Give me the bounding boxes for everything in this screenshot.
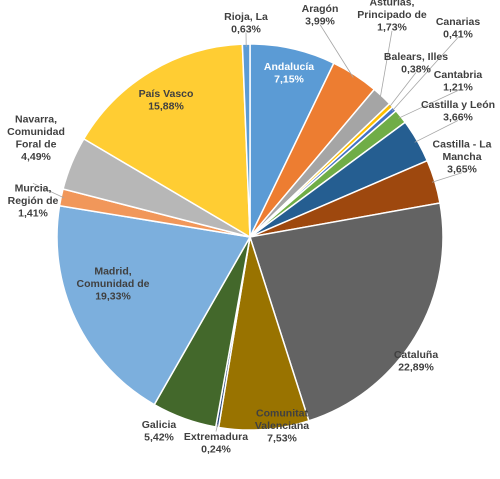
leader-canarias: [391, 37, 459, 112]
label-murcia: Murcia, Región de 1,41%: [8, 183, 59, 220]
label-madrid: Madrid, Comunidad de 19,33%: [77, 266, 150, 303]
leader-extremadura: [215, 424, 219, 432]
leader-murcia: [32, 182, 65, 199]
leader-cantabria: [398, 90, 459, 119]
label-extremadura: Extremadura 0,24%: [184, 431, 248, 456]
leader-castilla-y-leon: [414, 120, 459, 143]
pie-slices: [56, 43, 444, 431]
slice-madrid: [56, 204, 252, 406]
label-cataluna: Cataluña 22,89%: [394, 349, 439, 374]
leader-castilla-la: [431, 172, 463, 183]
label-canarias: Canarias 0,41%: [436, 16, 481, 41]
label-asturias: Asturias, Principado de 1,73%: [357, 0, 427, 34]
label-navarra: Navarra, Comunidad Foral de 4,49%: [7, 113, 65, 163]
label-comunitat: Comunitat Valenciana 7,53%: [255, 408, 309, 445]
slice-labels: Andalucía 7,15% Aragón 3,99% Asturias, Princi…: [7, 0, 495, 455]
label-galicia: Galicia 5,42%: [142, 419, 177, 444]
leader-lines: [32, 24, 463, 432]
label-pais-vasco: País Vasco 15,88%: [139, 88, 194, 113]
leader-asturias: [379, 30, 393, 99]
label-andalucia: Andalucía 7,15%: [264, 61, 314, 86]
label-aragon: Aragón 3,99%: [302, 3, 339, 28]
leader-aragon: [319, 24, 354, 78]
label-balears-illes: Balears, Illes 0,38%: [384, 51, 448, 76]
leader-balears-illes: [388, 72, 417, 108]
slice-pais-vasco: [82, 43, 251, 239]
label-cantabria: Cantabria 1,21%: [434, 69, 483, 94]
label-castilla-y-leon: Castilla y León 3,66%: [421, 99, 495, 124]
label-castilla-la: Castilla - La Mancha 3,65%: [433, 139, 492, 176]
label-rioja-la: Rioja, La 0,63%: [224, 11, 268, 36]
slice-cataluna: [249, 202, 444, 422]
